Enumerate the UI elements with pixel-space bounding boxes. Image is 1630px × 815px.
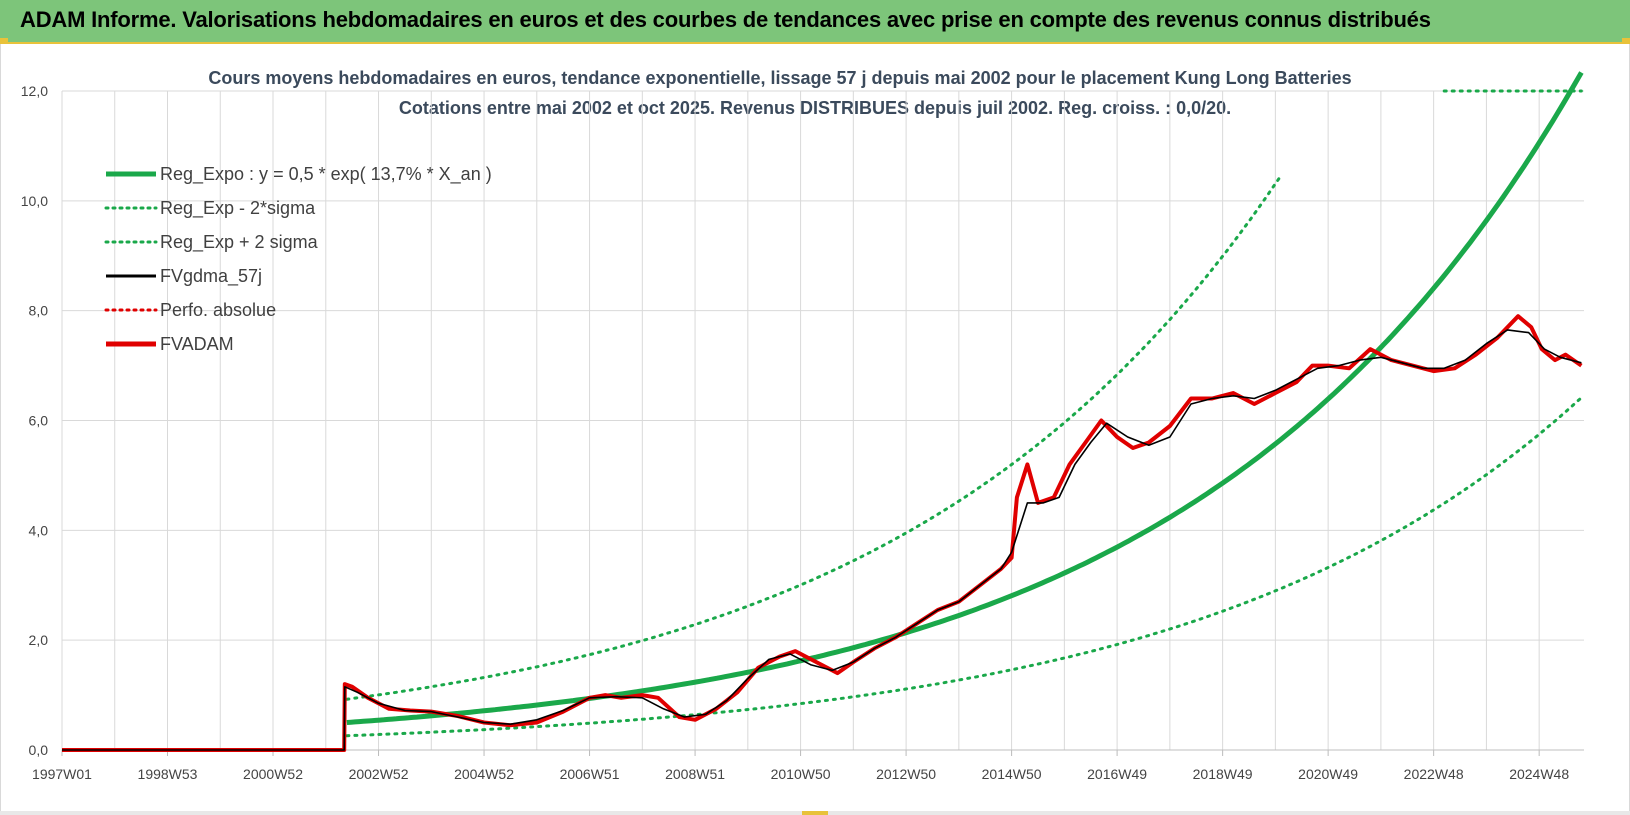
corner-mark-right xyxy=(1622,38,1630,44)
x-tick-label: 2000W52 xyxy=(243,766,303,782)
legend-label: FVgdma_57j xyxy=(160,266,262,287)
legend-label: Perfo. absolue xyxy=(160,300,276,320)
x-tick-label: 2004W52 xyxy=(454,766,514,782)
legend-label: Reg_Exp + 2 sigma xyxy=(160,232,319,253)
x-tick-label: 1997W01 xyxy=(32,766,92,782)
fvgdma-57j-line xyxy=(62,329,1582,751)
chart-title-line2: Cotations entre mai 2002 et oct 2025. Re… xyxy=(398,98,1232,118)
report-banner: ADAM Informe. Valorisations hebdomadaire… xyxy=(0,0,1630,44)
reg-exp-minus-2sigma-line xyxy=(345,396,1583,738)
legend-label: Reg_Expo : y = 0,5 * exp( 13,7% * X_an ) xyxy=(160,164,492,185)
x-tick-label: 2012W50 xyxy=(876,766,936,782)
report-title: ADAM Informe. Valorisations hebdomadaire… xyxy=(20,7,1431,32)
y-tick-label: 0,0 xyxy=(29,742,49,758)
reg-exp-plus-2sigma-line xyxy=(347,173,1582,699)
legend: Reg_Expo : y = 0,5 * exp( 13,7% * X_an )… xyxy=(104,164,492,354)
x-axis: 1997W01 1998W53 2000W52 2002W52 2004W52 2006W… xyxy=(32,749,1584,782)
x-tick-label: 2014W50 xyxy=(982,766,1042,782)
x-tick-label: 2006W51 xyxy=(560,766,620,782)
x-tick-label: 2018W49 xyxy=(1193,766,1253,782)
y-tick-label: 8,0 xyxy=(29,303,49,319)
x-tick-label: 2020W49 xyxy=(1298,766,1358,782)
series-layer xyxy=(62,71,1584,752)
y-tick-label: 4,0 xyxy=(29,522,49,538)
x-tick-label: 2016W49 xyxy=(1087,766,1147,782)
bottom-mark xyxy=(802,811,828,815)
grid xyxy=(61,90,1584,751)
y-tick-label: 10,0 xyxy=(21,193,48,209)
corner-mark-left xyxy=(0,38,8,44)
x-tick-label: 1998W53 xyxy=(138,766,198,782)
x-tick-label: 2010W50 xyxy=(771,766,831,782)
x-tick-label: 2002W52 xyxy=(349,766,409,782)
reg-expo-line xyxy=(346,71,1584,725)
y-tick-label: 2,0 xyxy=(29,632,49,648)
fvadam-line xyxy=(62,314,1583,752)
y-axis: 0,0 2,0 4,0 6,0 8,0 10,0 12,0 xyxy=(21,83,48,758)
y-tick-label: 6,0 xyxy=(29,413,49,429)
x-tick-label: 2022W48 xyxy=(1404,766,1464,782)
y-tick-label: 12,0 xyxy=(21,83,48,99)
x-tick-label: 2024W48 xyxy=(1509,766,1569,782)
legend-label: Reg_Exp - 2*sigma xyxy=(160,198,316,219)
chart-title-line1: Cours moyens hebdomadaires en euros, ten… xyxy=(208,68,1352,88)
legend-label: FVADAM xyxy=(160,334,234,354)
x-tick-label: 2008W51 xyxy=(665,766,725,782)
